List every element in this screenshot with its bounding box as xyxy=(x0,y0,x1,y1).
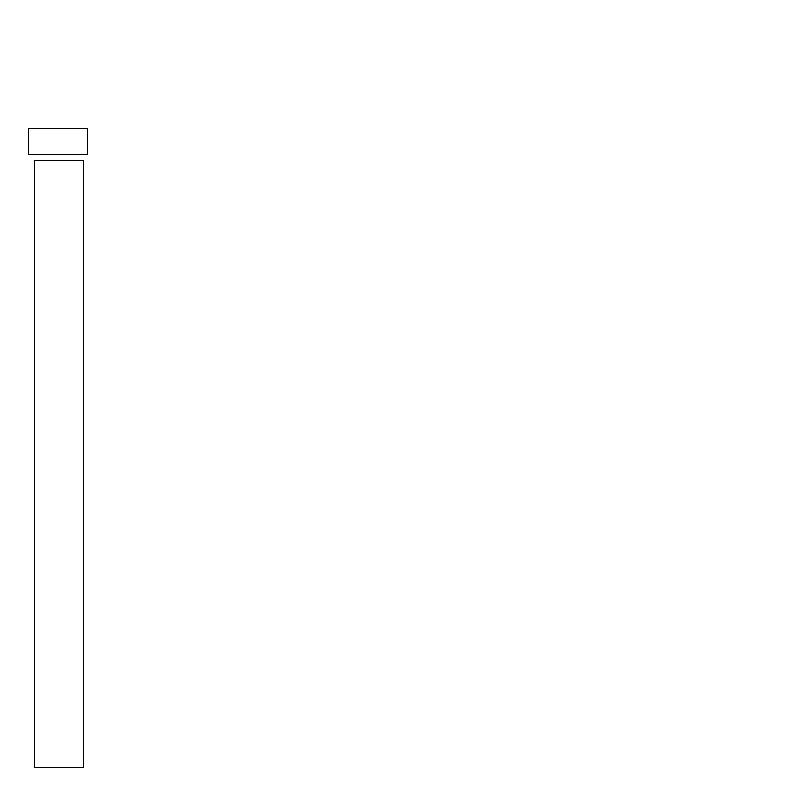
colorbar-gradient xyxy=(34,160,84,768)
colorbar xyxy=(28,128,148,778)
colorbar-ticks xyxy=(86,160,126,766)
colorbar-unit-label xyxy=(28,128,88,155)
